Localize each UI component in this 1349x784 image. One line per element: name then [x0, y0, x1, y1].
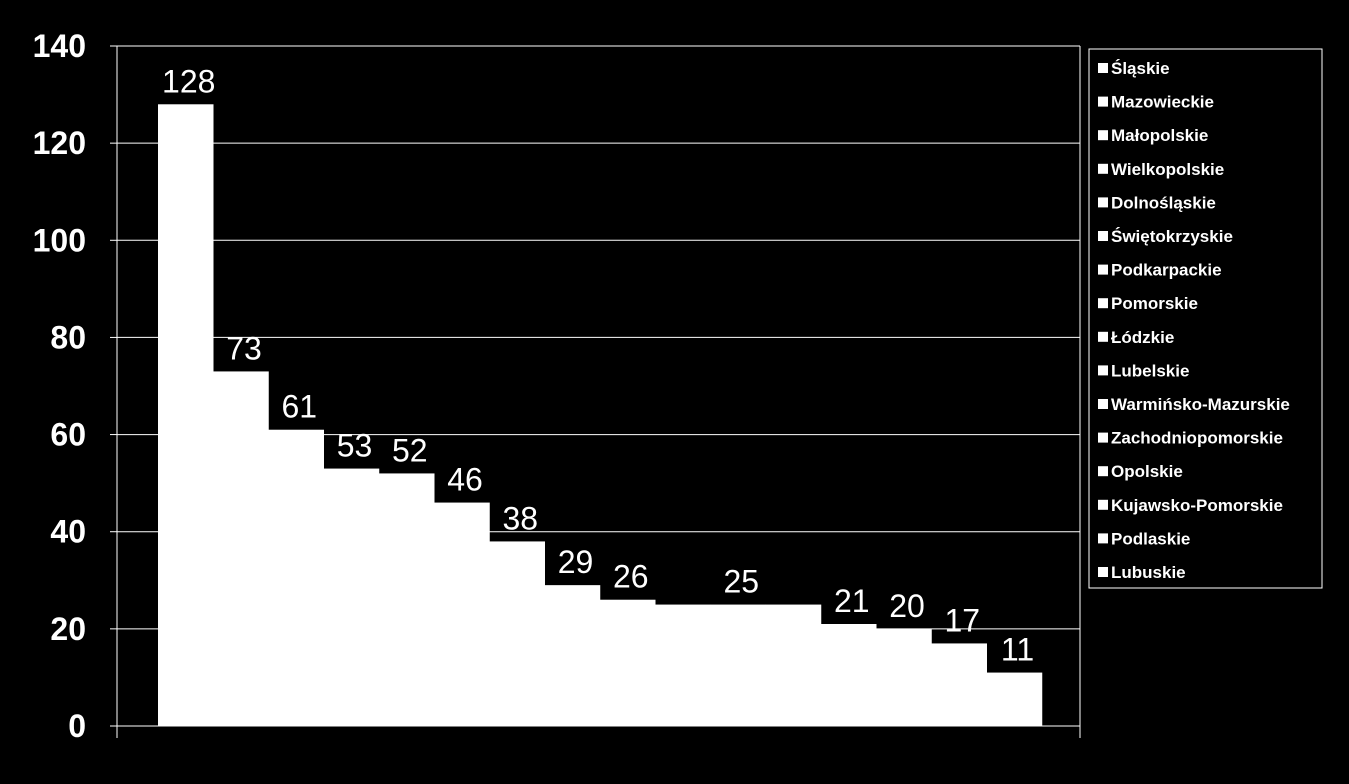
y-tick-label: 60 [50, 417, 86, 453]
bar [931, 643, 987, 726]
axes [110, 45, 1081, 738]
bar [986, 672, 1043, 726]
legend-swatch [1098, 432, 1108, 443]
y-tick-label: 100 [33, 222, 86, 258]
legend-entry: Kujawsko-Pomorskie [1111, 496, 1283, 515]
bar [876, 628, 932, 726]
legend-swatch [1098, 466, 1108, 477]
legend-swatch [1098, 231, 1108, 241]
y-tick-label: 120 [33, 125, 86, 161]
legend-entry: Pomorskie [1111, 294, 1198, 313]
legend-entry: Lubelskie [1111, 361, 1189, 380]
legend-swatch [1098, 63, 1108, 73]
y-tick-label: 40 [50, 514, 86, 550]
legend-box [1088, 48, 1323, 589]
bar [765, 604, 822, 726]
y-tick-label: 80 [50, 319, 86, 355]
data-label: 46 [447, 462, 483, 498]
legend-swatch [1098, 163, 1108, 174]
legend-entry: Dolnośląskie [1111, 193, 1216, 212]
bar [655, 604, 711, 726]
bar [158, 104, 214, 727]
legend-swatch [1098, 365, 1108, 376]
legend-entry: Wielkopolskie [1111, 160, 1224, 179]
data-label: 20 [889, 588, 925, 624]
bars [158, 104, 1043, 727]
data-label: 21 [834, 583, 870, 619]
y-tick-label: 0 [68, 708, 86, 744]
legend-swatch [1098, 331, 1108, 342]
legend-swatch [1098, 298, 1108, 309]
bar [379, 473, 435, 726]
legend-entry: Świętokrzyskie [1111, 227, 1233, 246]
legend-entry: Małopolskie [1111, 126, 1208, 145]
legend-swatch [1098, 197, 1108, 208]
legend-swatch [1098, 264, 1108, 275]
data-label: 26 [613, 559, 649, 595]
data-label: 11 [1001, 632, 1034, 668]
y-tick-label: 140 [33, 28, 86, 64]
legend-swatch [1098, 533, 1108, 544]
data-labels: 128 73 61 53 52 46 38 29 26 25 21 20 17 11 [162, 63, 1034, 667]
legend-entry: Śląskie [1111, 59, 1170, 78]
bar [268, 429, 324, 726]
bar [544, 585, 601, 726]
legend-swatch [1098, 130, 1108, 141]
legend-entry: Lubuskie [1111, 563, 1186, 582]
bar [489, 541, 545, 726]
bar [600, 599, 656, 726]
bar [710, 604, 766, 726]
data-label: 25 [723, 564, 759, 600]
data-label: 17 [944, 602, 980, 638]
legend-entry: Podlaskie [1111, 529, 1190, 548]
legend-entry: Opolskie [1111, 462, 1183, 481]
legend-swatch [1098, 96, 1108, 107]
legend-swatch [1098, 499, 1108, 510]
y-tick-labels: 0 20 40 60 80 100 120 140 [33, 28, 86, 744]
bar [213, 371, 269, 726]
legend-entry: Warmińsko-Mazurskie [1111, 395, 1290, 414]
data-label: 61 [281, 389, 317, 425]
data-label: 29 [558, 544, 594, 580]
legend-entry: Mazowieckie [1111, 93, 1214, 112]
data-label: 38 [502, 500, 538, 536]
data-label: 53 [337, 428, 373, 464]
bar [821, 624, 877, 726]
legend-swatch [1098, 399, 1108, 409]
y-tick-label: 20 [50, 611, 86, 647]
data-label: 73 [226, 330, 262, 366]
legend-entry: Zachodniopomorskie [1111, 429, 1283, 448]
legend-swatch [1098, 567, 1108, 577]
legend-entry: Łódzkie [1111, 328, 1174, 347]
bar [323, 468, 380, 726]
data-label: 52 [392, 432, 428, 468]
data-label: 128 [162, 63, 215, 99]
legend: Śląskie Mazowieckie Małopolskie Wielkopolsk… [1088, 48, 1323, 589]
legend-entry: Podkarpackie [1111, 261, 1222, 280]
bar [434, 502, 490, 726]
